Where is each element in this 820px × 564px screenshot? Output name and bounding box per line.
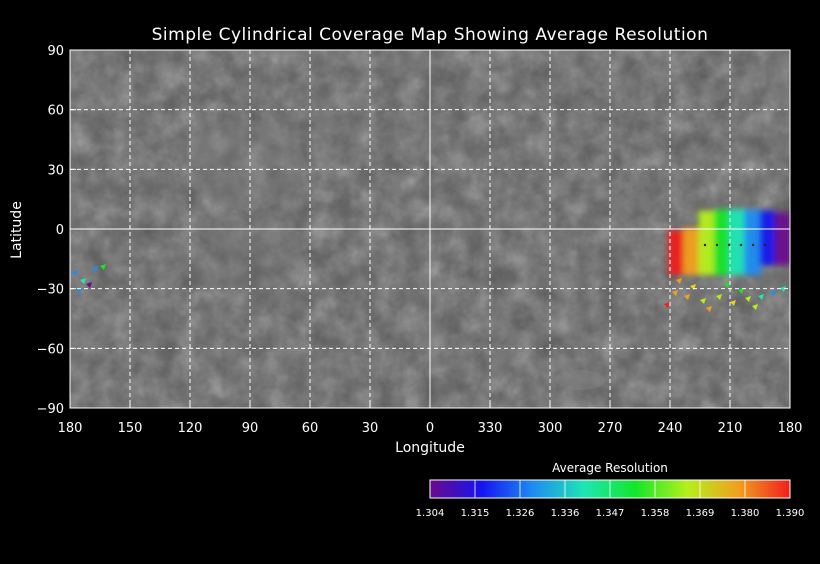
map-grid xyxy=(70,50,790,408)
coverage-fragment xyxy=(745,296,751,302)
y-tick-label: 60 xyxy=(47,104,64,119)
coverage-footprint-fragments xyxy=(72,243,786,312)
colorbar-tick-label: 1.304 xyxy=(416,508,445,519)
coverage-fragment xyxy=(758,294,764,300)
coverage-fragment xyxy=(738,288,744,294)
coverage-fragment xyxy=(700,298,706,304)
coverage-fragment xyxy=(716,294,722,300)
colorbar-tick-label: 1.390 xyxy=(776,508,805,519)
coverage-fragment xyxy=(672,290,678,296)
coverage-fragment xyxy=(730,300,736,306)
colorbar-tick-label: 1.326 xyxy=(506,508,535,519)
coverage-fragment xyxy=(684,294,690,300)
colorbar-tick-label: 1.347 xyxy=(596,508,625,519)
x-tick-label: 90 xyxy=(242,421,259,436)
footprint-marker xyxy=(763,243,767,247)
coverage-fragment xyxy=(72,270,78,276)
map-title: Simple Cylindrical Coverage Map Showing … xyxy=(152,25,709,45)
y-tick-label: 30 xyxy=(47,163,64,178)
x-tick-label: 60 xyxy=(302,421,319,436)
footprint-marker xyxy=(715,243,719,247)
coverage-band xyxy=(744,209,762,275)
y-tick-label: −90 xyxy=(37,402,64,417)
footprint-marker xyxy=(751,243,755,247)
x-tick-label: 270 xyxy=(598,421,623,436)
coverage-fragment xyxy=(664,302,670,308)
coverage-fragment xyxy=(706,306,712,312)
coverage-band xyxy=(759,210,777,265)
colorbar-ticks: 1.304 1.315 1.326 1.336 1.347 1.358 1.369 1.380… xyxy=(416,480,805,519)
colorbar-title: Average Resolution xyxy=(552,461,668,475)
y-tick-label: −30 xyxy=(37,283,64,298)
footprint-marker xyxy=(739,243,743,247)
coverage-band xyxy=(683,227,701,275)
terrain-basin xyxy=(185,120,305,210)
coverage-fragment xyxy=(770,290,776,296)
coverage-fragment xyxy=(92,266,98,272)
latitude-ticks: 90 60 30 0 −30 −60 −90 xyxy=(37,44,76,417)
x-tick-label: 30 xyxy=(362,421,379,436)
coverage-fragment xyxy=(752,304,758,310)
coverage-fragment xyxy=(76,288,82,294)
map-area xyxy=(70,50,790,408)
coverage-fragment xyxy=(676,278,682,284)
x-tick-label: 330 xyxy=(478,421,503,436)
coverage-band xyxy=(698,210,716,275)
x-tick-label: 0 xyxy=(426,421,434,436)
x-tick-label: 180 xyxy=(58,421,83,436)
coverage-band xyxy=(729,209,747,275)
coverage-fragment xyxy=(80,278,86,284)
y-tick-label: 0 xyxy=(56,223,64,238)
y-tick-label: −60 xyxy=(37,342,64,357)
x-axis-label: Longitude xyxy=(395,440,465,456)
coverage-band xyxy=(774,212,790,265)
x-tick-label: 300 xyxy=(538,421,563,436)
longitude-ticks: 180 150 120 90 60 30 0 330 300 270 240 210 180 xyxy=(58,402,803,436)
coverage-band xyxy=(668,230,686,275)
y-tick-label: 90 xyxy=(47,44,64,59)
colorbar-tick-label: 1.336 xyxy=(551,508,580,519)
colorbar-tick-label: 1.358 xyxy=(641,508,670,519)
terrain-crater xyxy=(555,370,605,390)
coverage-fragment xyxy=(780,286,786,292)
footprint-marker xyxy=(727,243,731,247)
x-tick-label: 150 xyxy=(118,421,143,436)
x-tick-label: 180 xyxy=(778,421,803,436)
x-tick-label: 120 xyxy=(178,421,203,436)
coverage-fragment xyxy=(724,282,730,288)
colorbar-tick-label: 1.369 xyxy=(686,508,715,519)
colorbar-tick-label: 1.380 xyxy=(731,508,760,519)
x-tick-label: 240 xyxy=(658,421,683,436)
coverage-footprint xyxy=(668,209,790,275)
x-tick-label: 210 xyxy=(718,421,743,436)
coverage-fragment xyxy=(86,282,92,288)
footprint-marker xyxy=(703,243,707,247)
colorbar-tick-label: 1.315 xyxy=(461,508,490,519)
y-axis-label: Latitude xyxy=(9,201,25,259)
coverage-band xyxy=(713,209,731,275)
coverage-fragment xyxy=(100,264,106,270)
